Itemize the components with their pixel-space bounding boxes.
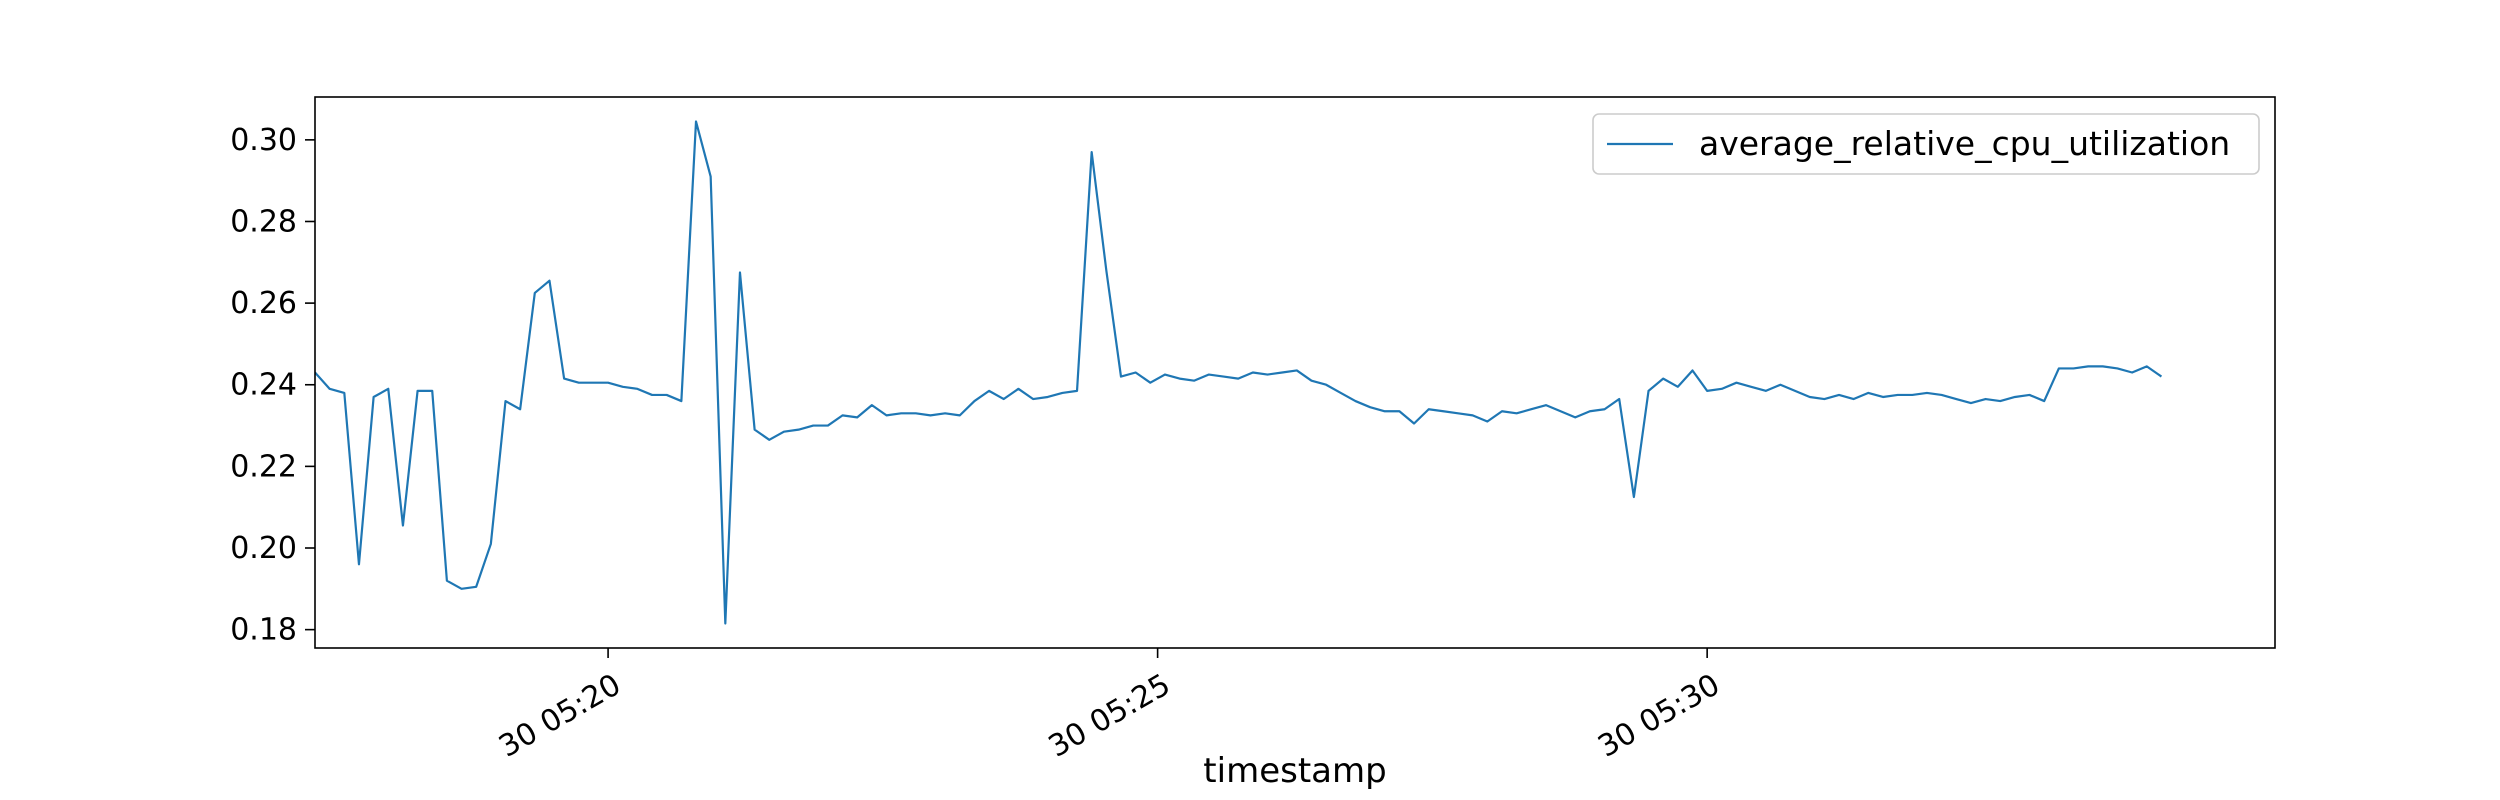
legend-box [1592,113,2260,175]
legend: average_relative_cpu_utilization [1592,113,2260,175]
y-tick-label: 0.22 [230,449,297,484]
plot-area [315,120,2163,625]
legend-label: average_relative_cpu_utilization [1699,124,2230,163]
y-tick-label: 0.26 [230,286,297,321]
x-axis-label: timestamp [1203,751,1386,791]
y-tick-label: 0.20 [230,531,297,566]
y-tick-label: 0.18 [230,613,297,648]
y-tick-label: 0.28 [230,204,297,239]
plot-frame [314,96,2276,649]
y-tick-label: 0.30 [230,123,297,158]
series-line-0 [315,120,2163,625]
y-axis: 0.18 0.20 0.22 0.24 0.26 0.28 0.30 [230,123,315,648]
y-tick-label: 0.24 [230,368,297,403]
